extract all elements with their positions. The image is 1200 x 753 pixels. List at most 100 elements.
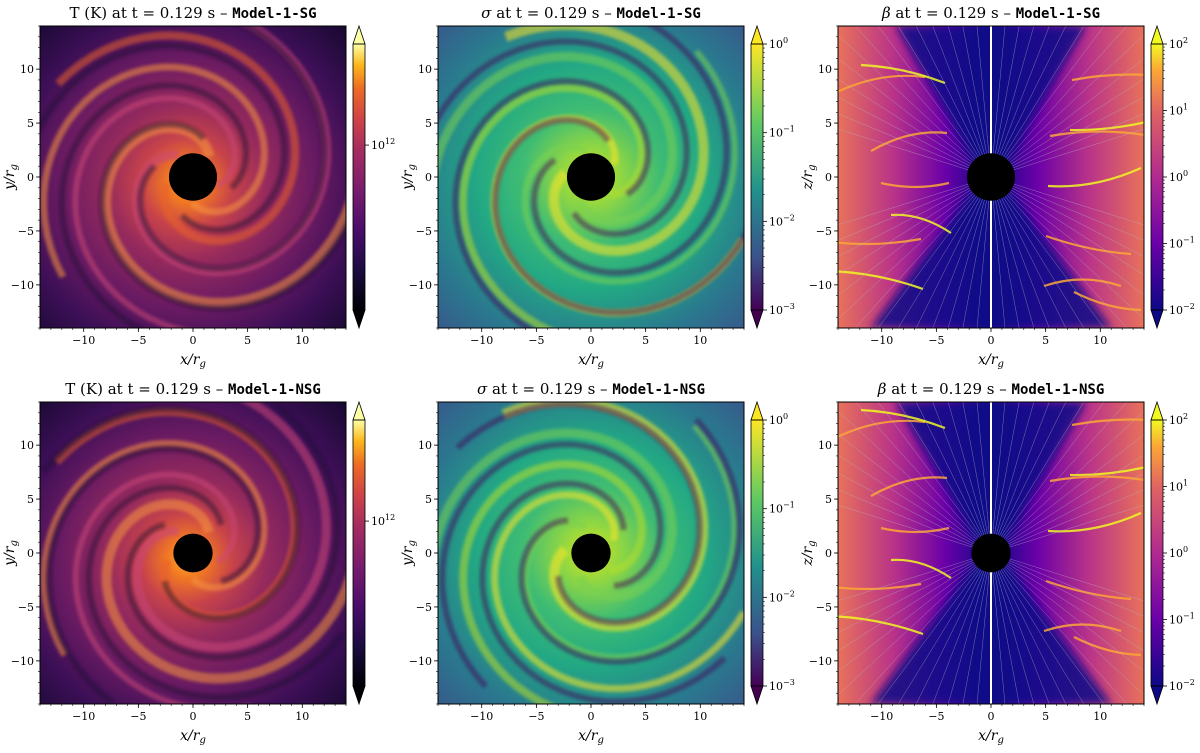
x-axis-label: x/rg xyxy=(978,728,1004,746)
x-tick-label: −5 xyxy=(928,334,944,347)
colorbar-tick-label: 101 xyxy=(1169,479,1188,494)
x-tick-label: 10 xyxy=(1093,710,1107,723)
colorbar: 1012 xyxy=(352,400,395,706)
colorbar-extend-max xyxy=(750,24,764,45)
y-tick-label: 10 xyxy=(418,439,432,452)
y-tick-label: −5 xyxy=(416,225,432,238)
x-tick-label: 5 xyxy=(244,334,251,347)
x-tick-label: 5 xyxy=(642,334,649,347)
heatmap-field xyxy=(838,26,1144,328)
colorbar-tick-label: 102 xyxy=(1169,36,1188,51)
colorbar: 1012 xyxy=(352,24,395,330)
panel-2: −10 −5 0 5 10 10 5 0 −5 −10 x/rg z/rg β at t = 0.129… xyxy=(800,4,1195,370)
y-tick-label: 0 xyxy=(27,547,34,560)
black-hole xyxy=(966,153,1016,201)
panel-5: −10 −5 0 5 10 10 5 0 −5 −10 x/rg z/rg β at t = 0.129… xyxy=(800,380,1195,746)
x-tick-label: 10 xyxy=(295,710,309,723)
x-tick-label: −10 xyxy=(72,710,95,723)
x-tick-label: −5 xyxy=(130,710,146,723)
panel-title: T (K) at t = 0.129 s – Model-1-NSG xyxy=(65,380,321,398)
y-axis-label: y/rg xyxy=(2,540,20,567)
x-axis-label: x/rg xyxy=(578,352,604,370)
colorbar-tick-label: 100 xyxy=(1169,169,1188,184)
colorbar-extend-max xyxy=(352,400,366,421)
colorbar-tick-label: 100 xyxy=(769,412,788,427)
y-tick-label: 10 xyxy=(418,63,432,76)
heatmap-field xyxy=(40,402,346,704)
black-hole xyxy=(571,533,611,573)
panel-title: σ at t = 0.129 s – Model-1-NSG xyxy=(477,380,705,398)
y-tick-label: −10 xyxy=(809,655,832,668)
x-axis-label: x/rg xyxy=(180,352,206,370)
x-tick-label: 5 xyxy=(244,710,251,723)
colorbar-extend-min xyxy=(352,309,366,330)
panel-title: σ at t = 0.129 s – Model-1-SG xyxy=(481,4,701,22)
y-tick-label: −5 xyxy=(18,225,34,238)
black-hole xyxy=(566,153,616,201)
x-tick-label: 0 xyxy=(190,710,197,723)
y-axis-label: y/rg xyxy=(2,164,20,191)
black-hole xyxy=(971,533,1011,573)
colorbar: 100 10−1 10−2 10−3 xyxy=(750,24,795,330)
colorbar: 100 10−1 10−2 10−3 xyxy=(750,400,795,706)
x-tick-label: 5 xyxy=(1042,710,1049,723)
x-tick-label: 5 xyxy=(642,710,649,723)
x-tick-label: 10 xyxy=(693,334,707,347)
panel-3: −10 −5 0 5 10 10 5 0 −5 −10 x/rg y/rg T (K) at t = 0… xyxy=(2,380,395,746)
y-tick-label: 10 xyxy=(20,63,34,76)
y-tick-label: 0 xyxy=(27,171,34,184)
colorbar-tick-label: 10−2 xyxy=(769,589,795,604)
y-tick-label: 0 xyxy=(825,171,832,184)
heatmap-field xyxy=(438,26,744,328)
y-tick-label: −10 xyxy=(11,279,34,292)
colorbar-tick-label: 1012 xyxy=(371,513,395,528)
colorbar-tick-label: 100 xyxy=(769,36,788,51)
y-tick-label: 5 xyxy=(825,493,832,506)
y-tick-label: 10 xyxy=(818,63,832,76)
colorbar: 102 101 100 10−1 10−2 xyxy=(1150,400,1195,706)
y-tick-label: 5 xyxy=(27,493,34,506)
y-tick-label: 5 xyxy=(825,117,832,130)
x-tick-label: −10 xyxy=(870,710,893,723)
x-tick-label: −5 xyxy=(130,334,146,347)
x-axis-label: x/rg xyxy=(578,728,604,746)
colorbar-tick-label: 10−2 xyxy=(1169,302,1195,317)
colorbar-extend-min xyxy=(750,309,764,330)
panel-title: β at t = 0.129 s – Model-1-SG xyxy=(881,4,1100,22)
x-tick-label: 10 xyxy=(295,334,309,347)
colorbar-extend-min xyxy=(1150,309,1164,330)
panel-4: −10 −5 0 5 10 10 5 0 −5 −10 x/rg y/rg σ at t = 0.129… xyxy=(400,380,795,746)
y-tick-label: 5 xyxy=(425,117,432,130)
colorbar-extend-min xyxy=(352,685,366,706)
x-tick-label: −10 xyxy=(470,710,493,723)
colorbar-extend-max xyxy=(750,400,764,421)
colorbar-tick-label: 10−1 xyxy=(1169,612,1195,627)
x-tick-label: 10 xyxy=(1093,334,1107,347)
black-hole xyxy=(168,153,218,201)
y-axis-label: y/rg xyxy=(400,164,418,191)
colorbar-tick-label: 100 xyxy=(1169,545,1188,560)
y-tick-label: −5 xyxy=(18,601,34,614)
colorbar-tick-label: 10−1 xyxy=(1169,236,1195,251)
y-tick-label: −5 xyxy=(816,225,832,238)
colorbar-tick-label: 10−3 xyxy=(769,678,795,693)
x-tick-label: 0 xyxy=(588,334,595,347)
y-axis-label: y/rg xyxy=(400,540,418,567)
colorbar-extend-max xyxy=(352,24,366,45)
colorbar-extend-max xyxy=(1150,24,1164,45)
heatmap-field xyxy=(838,402,1144,704)
y-tick-label: −10 xyxy=(809,279,832,292)
y-tick-label: 0 xyxy=(425,547,432,560)
y-tick-label: 5 xyxy=(27,117,34,130)
x-axis-label: x/rg xyxy=(978,352,1004,370)
y-tick-label: 10 xyxy=(818,439,832,452)
y-tick-label: 10 xyxy=(20,439,34,452)
colorbar-tick-label: 101 xyxy=(1169,103,1188,118)
y-axis-label: z/rg xyxy=(800,164,818,190)
colorbar-tick-label: 10−1 xyxy=(769,501,795,516)
panel-title: T (K) at t = 0.129 s – Model-1-SG xyxy=(69,4,316,22)
x-tick-label: 0 xyxy=(988,334,995,347)
y-tick-label: −10 xyxy=(409,279,432,292)
colorbar-tick-label: 102 xyxy=(1169,412,1188,427)
x-tick-label: −5 xyxy=(528,710,544,723)
